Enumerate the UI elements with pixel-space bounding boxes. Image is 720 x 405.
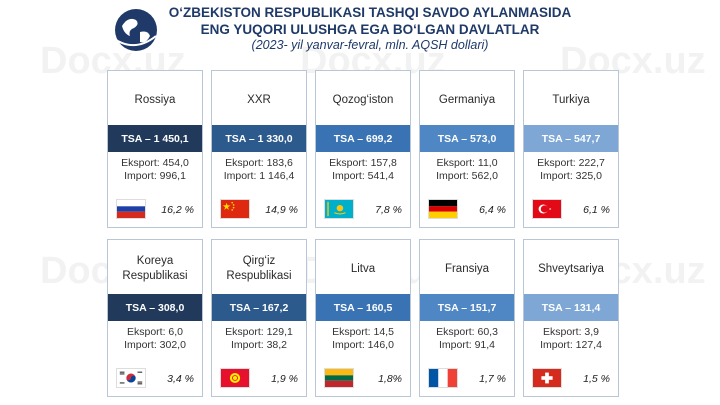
export-value: Eksport: 60,3	[436, 326, 498, 338]
country-card: XXR TSA – 1 330,0 Eksport: 183,6 Import: 1 …	[211, 70, 307, 228]
page-title-line2: ENG YUQORI ULUSHGA EGA BO‘LGAN DAVLATLAR	[200, 22, 540, 37]
import-value: Import: 302,0	[124, 339, 186, 351]
import-value: Import: 91,4	[438, 339, 496, 351]
export-value: Eksport: 222,7	[537, 157, 605, 169]
import-value: Import: 541,4	[332, 170, 394, 182]
export-value: Eksport: 3,9	[542, 326, 600, 338]
country-card: Germaniya TSA – 573,0 Eksport: 11,0 Import:…	[419, 70, 515, 228]
china-flag-icon	[220, 199, 250, 219]
france-flag-icon	[428, 368, 458, 388]
tsa-band: TSA – 160,5	[316, 294, 410, 321]
export-value: Eksport: 11,0	[436, 157, 498, 169]
country-card: Shveytsariya TSA – 131,4 Eksport: 3,9 Impor…	[523, 239, 619, 397]
trade-stats: Eksport: 60,3 Import: 91,4	[420, 326, 514, 352]
trade-stats: Eksport: 3,9 Import: 127,4	[524, 326, 618, 352]
tsa-band: TSA – 573,0	[420, 125, 514, 152]
trade-stats: Eksport: 183,6 Import: 1 146,4	[212, 157, 306, 183]
trade-stats: Eksport: 6,0 Import: 302,0	[108, 326, 202, 352]
tsa-band: TSA – 1 330,0	[212, 125, 306, 152]
import-value: Import: 38,2	[230, 339, 288, 351]
trade-stats: Eksport: 157,8 Import: 541,4	[316, 157, 410, 183]
trade-stats: Eksport: 222,7 Import: 325,0	[524, 157, 618, 183]
share-percent: 3,4 %	[167, 373, 194, 385]
country-card: Qirg‘iz Respublikasi TSA – 167,2 Eksport: …	[211, 239, 307, 397]
share-percent: 1,7 %	[479, 373, 506, 385]
lithuania-flag-icon	[324, 368, 354, 388]
page-subtitle: (2023- yil yanvar-fevral, mln. AQSH doll…	[251, 38, 489, 52]
country-card: Koreya Respublikasi TSA – 308,0 Eksport: 6…	[107, 239, 203, 397]
country-name: Turkiya	[552, 93, 590, 106]
country-name: Germaniya	[438, 93, 496, 106]
country-name: Qirg‘iz Respublikasi	[226, 255, 292, 282]
import-value: Import: 146,0	[332, 339, 394, 351]
korea-flag-icon	[116, 368, 146, 388]
country-card: Qozog‘iston TSA – 699,2 Eksport: 157,8 Impo…	[315, 70, 411, 228]
share-percent: 7,8 %	[375, 204, 402, 216]
share-percent: 1,8%	[378, 373, 402, 385]
germany-flag-icon	[428, 199, 458, 219]
tsa-band: TSA – 151,7	[420, 294, 514, 321]
import-value: Import: 127,4	[540, 339, 602, 351]
export-value: Eksport: 14,5	[332, 326, 394, 338]
tsa-band: TSA – 1 450,1	[108, 125, 202, 152]
share-percent: 16,2 %	[161, 204, 194, 216]
export-value: Eksport: 157,8	[329, 157, 397, 169]
country-card: Litva TSA – 160,5 Eksport: 14,5 Import: 146…	[315, 239, 411, 397]
trade-stats: Eksport: 129,1 Import: 38,2	[212, 326, 306, 352]
trade-stats: Eksport: 11,0 Import: 562,0	[420, 157, 514, 183]
tsa-band: TSA – 547,7	[524, 125, 618, 152]
share-percent: 6,4 %	[479, 204, 506, 216]
turkey-flag-icon	[532, 199, 562, 219]
russia-flag-icon	[116, 199, 146, 219]
country-name: Koreya Respublikasi	[122, 255, 188, 282]
tsa-band: TSA – 308,0	[108, 294, 202, 321]
import-value: Import: 996,1	[124, 170, 186, 182]
kyrgyzstan-flag-icon	[220, 368, 250, 388]
kazakhstan-flag-icon	[324, 199, 354, 219]
switzerland-flag-icon	[532, 368, 562, 388]
import-value: Import: 325,0	[540, 170, 602, 182]
trade-stats: Eksport: 454,0 Import: 996,1	[108, 157, 202, 183]
share-percent: 14,9 %	[265, 204, 298, 216]
country-name: XXR	[247, 93, 271, 106]
import-value: Import: 562,0	[436, 170, 498, 182]
country-card: Fransiya TSA – 151,7 Eksport: 60,3 Import: …	[419, 239, 515, 397]
share-percent: 6,1 %	[583, 204, 610, 216]
globe-icon	[115, 9, 157, 51]
tsa-band: TSA – 167,2	[212, 294, 306, 321]
country-card: Turkiya TSA – 547,7 Eksport: 222,7 Import: …	[523, 70, 619, 228]
country-name: Fransiya	[444, 262, 490, 275]
share-percent: 1,5 %	[583, 373, 610, 385]
tsa-band: TSA – 699,2	[316, 125, 410, 152]
country-name: Qozog‘iston	[332, 93, 394, 106]
header: O‘ZBEKISTON RESPUBLIKASI TASHQI SAVDO AY…	[0, 0, 720, 62]
export-value: Eksport: 129,1	[225, 326, 293, 338]
country-name: Litva	[350, 262, 376, 275]
page-title-line1: O‘ZBEKISTON RESPUBLIKASI TASHQI SAVDO AY…	[168, 5, 572, 20]
export-value: Eksport: 6,0	[126, 326, 184, 338]
country-name: Shveytsariya	[538, 262, 604, 275]
export-value: Eksport: 183,6	[225, 157, 293, 169]
export-value: Eksport: 454,0	[121, 157, 189, 169]
trade-stats: Eksport: 14,5 Import: 146,0	[316, 326, 410, 352]
country-name: Rossiya	[134, 93, 176, 106]
share-percent: 1,9 %	[271, 373, 298, 385]
tsa-band: TSA – 131,4	[524, 294, 618, 321]
country-card: Rossiya TSA – 1 450,1 Eksport: 454,0 Import…	[107, 70, 203, 228]
import-value: Import: 1 146,4	[223, 170, 295, 182]
